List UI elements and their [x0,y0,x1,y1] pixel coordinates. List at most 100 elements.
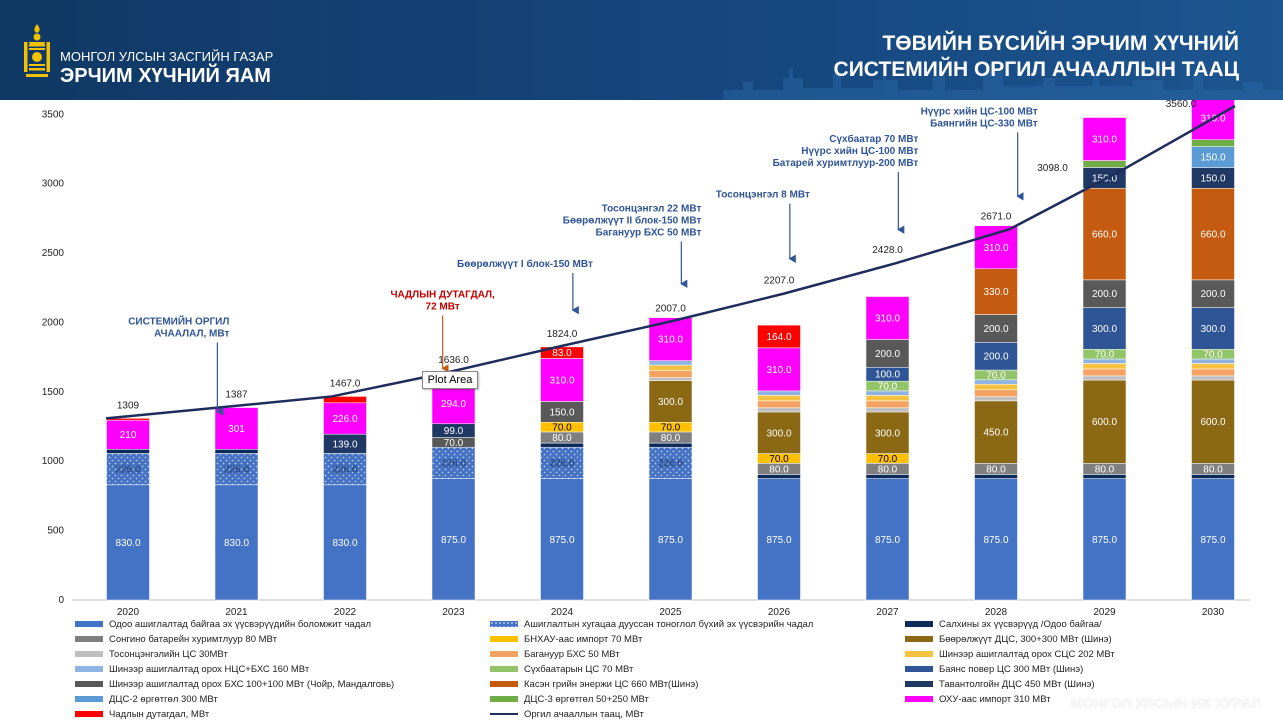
legend-item: Сонгино батарейн хуримтлуур 80 МВт [75,632,277,646]
legend-label: Шинээр ашиглалтад орох СЦС 202 МВт [939,648,1115,660]
annotation-text: Бөөрөлжүүт II блок-150 МВт [563,214,702,226]
bar-segment[interactable] [1191,368,1235,377]
bar-segment[interactable] [757,390,801,396]
bar-segment[interactable] [757,400,801,409]
bar-segment[interactable] [540,478,584,601]
bar-segment[interactable] [431,446,476,479]
bar-segment[interactable] [214,449,259,454]
annotation-text: АЧААЛАЛ, МВт [154,329,229,340]
bar-segment[interactable] [106,419,150,450]
bar-segment[interactable] [1082,379,1127,464]
bar-segment[interactable] [1082,279,1127,308]
line-data-label: 1309 [117,400,140,411]
line-data-label: 1387 [225,390,248,401]
bar-segment[interactable] [648,380,693,423]
bar-segment[interactable] [865,411,910,454]
soyombo-logo-icon [24,24,50,77]
bar-segment[interactable] [1082,160,1127,168]
bar-segment[interactable] [1191,379,1235,464]
bar-segment[interactable] [648,377,693,381]
bar-segment[interactable] [757,411,801,454]
bar-segment[interactable] [214,484,259,601]
bar-segment[interactable] [1191,188,1235,281]
bar-segment[interactable] [974,389,1018,397]
legend-item: Салхины эх үүсвэрүүд /Одоо байгаа/ [905,617,1102,631]
bar-segment[interactable] [106,449,150,454]
legend-swatch [905,636,933,642]
bar-segment[interactable] [865,400,910,409]
bar-segment[interactable] [1191,279,1235,308]
bar-segment[interactable] [1191,307,1235,350]
bar-segment[interactable] [648,364,693,371]
legend-swatch [490,696,518,702]
bar-segment[interactable] [1082,368,1127,377]
x-tick-label: 2023 [442,607,465,618]
bar-segment[interactable] [648,446,693,479]
bar-segment[interactable] [974,396,1018,402]
bar-segment[interactable] [974,478,1018,601]
bar-segment[interactable] [757,324,801,349]
bar-segment[interactable] [648,360,693,366]
y-axis: 0 500 1000 1500 2000 2500 3000 3500 [42,109,65,606]
bar-data-label: 300.0 [875,428,900,439]
annotation-text: ЧАДЛЫН ДУТАГДАЛ, [390,289,495,300]
bar-data-label: 310.0 [1092,135,1117,146]
bar-segment[interactable] [431,478,476,601]
x-tick-label: 2027 [876,607,899,618]
bars-layer: 830.0 226.0 210 830.0 226.0 301 830.0 226.0 139.… [106,100,1235,601]
bar-data-label: 80.0 [986,464,1006,475]
bar-segment[interactable] [974,383,1018,391]
legend-label: Ашиглалтын хугацаа дууссан тоноглол бүхи… [524,618,814,630]
bar-data-label: 70.0 [1203,350,1223,361]
bar-segment[interactable] [323,484,367,601]
legend-item: БНХАУ-аас импорт 70 МВт [490,632,642,646]
bar-segment[interactable] [1082,478,1127,601]
bar-data-label: 200.0 [983,324,1008,335]
bar-segment[interactable] [1082,375,1127,381]
bar-segment[interactable] [1191,363,1235,370]
bar-segment[interactable] [323,396,367,404]
bar-segment[interactable] [865,296,910,340]
bar-segment[interactable] [974,342,1018,371]
bar-segment[interactable] [1191,478,1235,601]
bar-segment[interactable] [865,395,910,402]
bar-segment[interactable] [540,358,584,402]
bar-data-label: 80.0 [661,433,681,444]
bar-segment[interactable] [323,453,367,486]
bar-segment[interactable] [865,478,910,601]
bar-data-label: 80.0 [769,464,789,475]
bar-segment[interactable] [648,370,693,378]
bar-data-label: 70.0 [878,454,898,465]
bar-data-label: 70.0 [1095,350,1115,361]
bar-segment[interactable] [1191,375,1235,381]
x-axis: 2020 2021 2022 2023 2024 2025 2026 2027 2028 2029… [72,599,1250,618]
legend-label: Сонгино батарейн хуримтлуур 80 МВт [109,633,277,645]
bar-segment[interactable] [757,478,801,601]
ministry-name: ЭРЧИМ ХҮЧНИЙ ЯАМ [60,65,271,87]
legend-swatch [905,666,933,672]
chart-legend: Одоо ашиглалтад байгаа эх үүсвэрүүдийн б… [75,617,1275,725]
bar-segment[interactable] [865,407,910,413]
bar-segment[interactable] [648,478,693,601]
bar-data-label: 310.0 [875,314,900,325]
bar-data-label: 70.0 [878,382,898,393]
bar-segment[interactable] [1082,307,1127,350]
bar-segment[interactable] [757,395,801,402]
bar-segment[interactable] [106,453,150,486]
bar-segment[interactable] [1082,117,1127,161]
legend-label: Тавантолгойн ДЦС 450 МВт (Шинэ) [939,678,1095,690]
bar-segment[interactable] [757,347,801,392]
bar-data-label: 210 [120,430,137,441]
annotation-text: Баянгийн ЦС-330 МВт [930,118,1038,129]
bar-segment[interactable] [757,407,801,413]
bar-segment[interactable] [1191,139,1235,147]
bar-segment[interactable] [540,446,584,479]
annotation-text: Бөөрөлжүүт I блок-150 МВт [457,258,593,270]
bar-segment[interactable] [214,453,259,486]
bar-segment[interactable] [974,268,1018,315]
bar-segment[interactable] [323,402,367,435]
bar-segment[interactable] [1082,363,1127,370]
line-data-label: 1467.0 [330,378,361,389]
bar-segment[interactable] [1082,188,1127,281]
